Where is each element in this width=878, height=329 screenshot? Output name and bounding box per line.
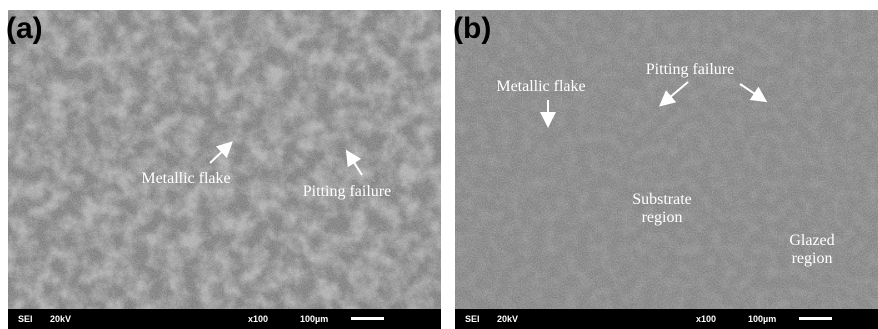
annotation: Metallic flake	[141, 170, 230, 187]
detector: SEI	[465, 314, 480, 324]
panel-label: (b)	[453, 12, 491, 45]
scale-bar	[351, 317, 384, 320]
voltage: 20kV	[497, 314, 518, 324]
annotation: Pitting failure	[646, 61, 734, 78]
panel-a: SEI 20kV x100 100µm Metallic flake Pitti…	[6, 10, 441, 329]
detector: SEI	[18, 314, 33, 324]
magnification: x100	[248, 314, 268, 324]
scale: 100µm	[748, 314, 776, 324]
annotation: region	[792, 250, 833, 267]
annotation: Substrate	[632, 191, 692, 208]
figure: SEI 20kV x100 100µm Metallic flake Pitti…	[0, 0, 878, 329]
grain	[8, 10, 441, 309]
magnification: x100	[696, 314, 716, 324]
panel-b: SEI 20kV x100 100µm Metallic flake Pitti…	[453, 10, 878, 329]
annotation: Metallic flake	[496, 78, 585, 95]
annotation: region	[642, 209, 683, 226]
annotation: Glazed	[789, 232, 834, 249]
annotation: Pitting failure	[303, 183, 391, 200]
voltage: 20kV	[50, 314, 71, 324]
panel-label: (a)	[6, 12, 43, 45]
scale: 100µm	[300, 314, 328, 324]
scale-bar	[799, 317, 832, 320]
